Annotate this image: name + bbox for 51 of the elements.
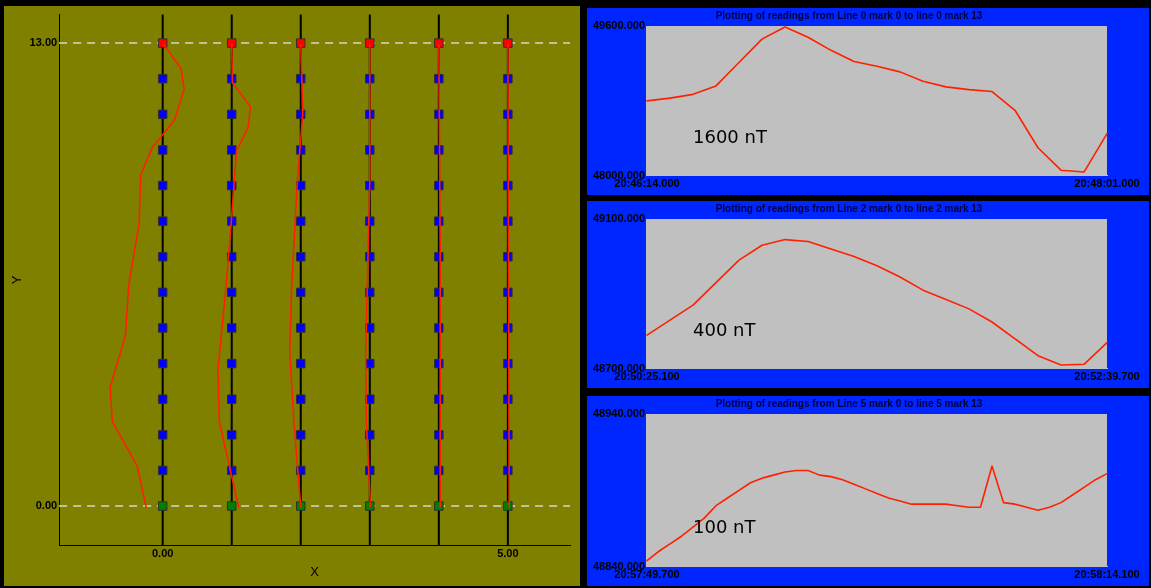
point bbox=[296, 358, 306, 369]
y-tick-label: 49100.000 bbox=[593, 212, 645, 225]
point bbox=[365, 38, 375, 48]
y-tick-label: 48940.000 bbox=[593, 407, 645, 420]
point bbox=[157, 465, 168, 476]
point bbox=[157, 109, 168, 120]
x-axis-title: X bbox=[310, 563, 320, 579]
point bbox=[226, 430, 237, 440]
point bbox=[157, 252, 168, 262]
point bbox=[296, 287, 306, 298]
y-tick-label: 49600.000 bbox=[593, 19, 645, 32]
point bbox=[157, 323, 168, 333]
point bbox=[296, 394, 306, 404]
point bbox=[226, 287, 237, 298]
point bbox=[157, 216, 168, 226]
point bbox=[503, 38, 513, 48]
point bbox=[296, 430, 306, 440]
point bbox=[157, 180, 168, 191]
chart-title: Plotting of readings from Line 2 mark 0 to line 2 mark 13 bbox=[715, 202, 983, 214]
point bbox=[226, 145, 237, 155]
chart-title: Plotting of readings from Line 5 mark 0 to line 5 mark 13 bbox=[715, 397, 983, 409]
point bbox=[226, 394, 237, 404]
point bbox=[296, 38, 306, 48]
annotation: 100 nT bbox=[693, 516, 757, 538]
y-tick-label: 13.00 bbox=[29, 36, 58, 49]
annotation: 400 nT bbox=[693, 319, 757, 341]
point bbox=[296, 323, 306, 333]
point bbox=[296, 216, 306, 226]
x-tick-label: 20:48:01.000 bbox=[1074, 177, 1140, 190]
point bbox=[157, 430, 168, 440]
point bbox=[226, 323, 237, 333]
point bbox=[157, 501, 168, 511]
point bbox=[296, 252, 306, 262]
y-axis-title: Y bbox=[9, 275, 25, 285]
x-tick-label: 20:58:14.100 bbox=[1074, 568, 1140, 581]
point bbox=[157, 358, 168, 369]
point bbox=[434, 38, 444, 48]
point bbox=[157, 394, 168, 404]
point bbox=[296, 501, 306, 511]
point bbox=[226, 38, 237, 48]
point bbox=[157, 287, 168, 298]
point bbox=[157, 145, 168, 155]
x-tick-label: 5.00 bbox=[497, 546, 519, 559]
point bbox=[226, 501, 237, 511]
chart-title: Plotting of readings from Line 0 mark 0 to line 0 mark 13 bbox=[715, 9, 983, 21]
x-tick-label: 20:52:39.700 bbox=[1074, 370, 1140, 383]
point bbox=[226, 109, 237, 120]
point bbox=[157, 38, 168, 48]
point bbox=[157, 73, 168, 84]
annotation: 1600 nT bbox=[693, 126, 768, 148]
point bbox=[226, 358, 237, 369]
